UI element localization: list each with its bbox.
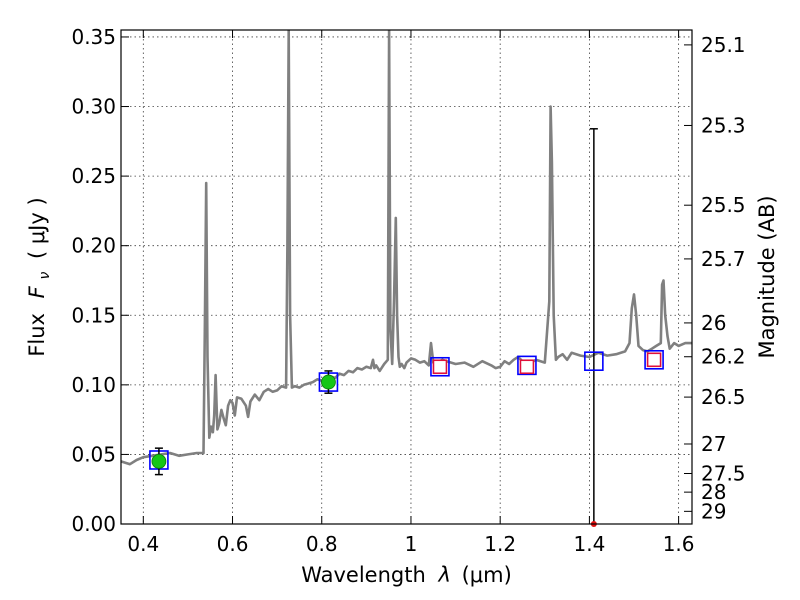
y-tick-label: 0.05 bbox=[71, 442, 116, 466]
mag-tick-label: 25.1 bbox=[701, 33, 746, 57]
y-tick-label: 0.10 bbox=[71, 373, 116, 397]
spectrum-line bbox=[121, 30, 692, 466]
photometry-points bbox=[149, 128, 664, 527]
mag-tick-label: 26 bbox=[701, 311, 726, 335]
x-tick-label: 1.6 bbox=[663, 532, 695, 556]
x-tick-label: 0.6 bbox=[217, 532, 249, 556]
mag-tick-label: 25.3 bbox=[701, 113, 746, 137]
x-axis-label-symbol: λ bbox=[437, 563, 450, 587]
x-axis-label-unit: (μm) bbox=[462, 563, 512, 587]
right-axis-label: Magnitude (AB) bbox=[755, 195, 779, 358]
y-axis-label-unit: ( μJy ) bbox=[25, 197, 49, 259]
mag-tick-label: 27 bbox=[701, 432, 726, 456]
nondetection-marker bbox=[519, 359, 535, 375]
model-box bbox=[584, 351, 604, 371]
y-tick-label: 0.15 bbox=[71, 303, 116, 327]
y-axis-label-symbol: F bbox=[25, 285, 49, 298]
model-box bbox=[517, 355, 537, 376]
x-tick-label: 0.4 bbox=[127, 532, 159, 556]
model-box bbox=[430, 356, 450, 377]
mag-tick-label: 28 bbox=[701, 480, 726, 504]
y-axis-label-subscript: ν bbox=[37, 272, 53, 280]
y-tick-label: 0.00 bbox=[71, 512, 116, 536]
spectrum-series bbox=[121, 30, 692, 466]
x-axis-label: Wavelength λ (μm) bbox=[301, 563, 512, 587]
y-axis-label: Flux F ν ( μJy ) bbox=[25, 197, 54, 356]
plot-frame bbox=[120, 29, 693, 525]
mag-tick-label: 25.5 bbox=[701, 193, 746, 217]
x-tick-label: 1.2 bbox=[484, 532, 516, 556]
detection-marker bbox=[321, 374, 336, 390]
x-axis-label-prefix: Wavelength bbox=[301, 563, 426, 587]
x-tick-label: 1.4 bbox=[573, 532, 605, 556]
x-tick-label: 0.8 bbox=[306, 532, 338, 556]
y-axis-label-prefix: Flux bbox=[25, 313, 49, 357]
grid-lines bbox=[121, 30, 692, 524]
mag-tick-label: 27.5 bbox=[701, 461, 746, 485]
y-tick-label: 0.25 bbox=[71, 164, 116, 188]
mag-tick-label: 26.2 bbox=[701, 345, 746, 369]
mag-tick-label: 26.5 bbox=[701, 385, 746, 409]
mag-tick-label: 25.7 bbox=[701, 247, 746, 271]
model-box bbox=[644, 349, 664, 370]
y-tick-label: 0.20 bbox=[71, 234, 116, 258]
axis-ticks: 0.4 0.6 0.8 1 1.2 1.4 1.6 0.00 0.05 0.10 0.15 0.20 0… bbox=[71, 25, 745, 556]
mag-tick-label: 29 bbox=[701, 499, 726, 523]
y-tick-label: 0.30 bbox=[71, 95, 116, 119]
nondetection-marker bbox=[432, 359, 448, 375]
detection-marker bbox=[151, 453, 167, 469]
x-tick-label: 1 bbox=[405, 532, 418, 556]
y-tick-label: 0.35 bbox=[71, 25, 116, 49]
nondetection-marker bbox=[646, 352, 662, 368]
